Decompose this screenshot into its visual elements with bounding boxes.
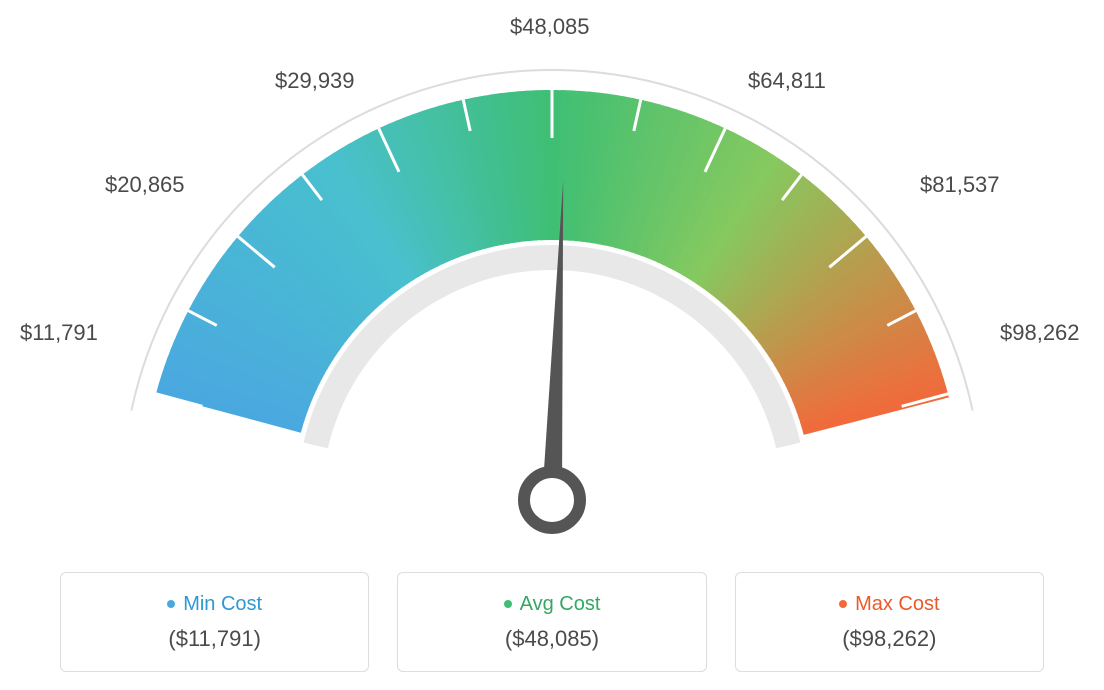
legend-label-avg: Avg Cost xyxy=(520,593,601,616)
gauge-tick-label: $20,865 xyxy=(105,172,185,198)
legend-value-max: ($98,262) xyxy=(842,626,936,652)
legend-dot-avg xyxy=(504,600,512,608)
legend-title-min: Min Cost xyxy=(167,593,262,616)
gauge-tick-label: $81,537 xyxy=(920,172,1000,198)
gauge-tick-label: $29,939 xyxy=(275,68,355,94)
cost-gauge-container: $11,791 $20,865 $29,939 $48,085 $64,811 $81,5… xyxy=(0,0,1104,690)
gauge-tick-label: $48,085 xyxy=(510,14,590,40)
legend-title-max: Max Cost xyxy=(839,593,939,616)
gauge-chart: $11,791 $20,865 $29,939 $48,085 $64,811 $81,5… xyxy=(0,0,1104,560)
gauge-tick-label: $11,791 xyxy=(20,320,98,346)
legend-label-min: Min Cost xyxy=(183,593,262,616)
legend-card-max: Max Cost ($98,262) xyxy=(735,572,1044,672)
legend-dot-max xyxy=(839,600,847,608)
legend-card-min: Min Cost ($11,791) xyxy=(60,572,369,672)
legend-value-avg: ($48,085) xyxy=(505,626,599,652)
gauge-svg xyxy=(0,0,1104,560)
legend-label-max: Max Cost xyxy=(855,593,939,616)
gauge-tick-label: $98,262 xyxy=(1000,320,1080,346)
legend-title-avg: Avg Cost xyxy=(504,593,601,616)
legend-row: Min Cost ($11,791) Avg Cost ($48,085) Ma… xyxy=(60,572,1044,672)
legend-card-avg: Avg Cost ($48,085) xyxy=(397,572,706,672)
gauge-tick-label: $64,811 xyxy=(748,68,826,94)
legend-value-min: ($11,791) xyxy=(168,626,261,652)
legend-dot-min xyxy=(167,600,175,608)
